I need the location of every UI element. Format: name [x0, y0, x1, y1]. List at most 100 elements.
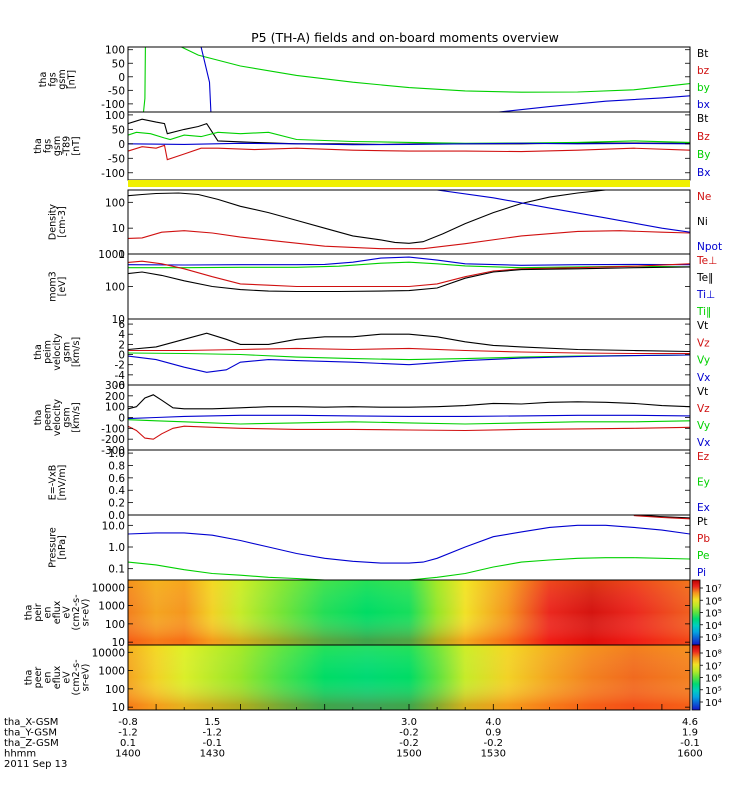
y-axis-label: en [43, 672, 54, 684]
y-tick-label: 1000 [98, 666, 125, 678]
series-density-npot-line [437, 190, 690, 233]
ephemeris-value: 1530 [481, 749, 506, 760]
legend-item: Te⊥ [696, 255, 717, 267]
y-tick-label: -50 [108, 85, 125, 97]
ephemeris-value: 0.9 [485, 728, 501, 739]
y-axis-label: Pressure [47, 527, 58, 568]
y-axis-label: gsm [62, 342, 73, 362]
y-tick-label: 10000 [92, 647, 125, 659]
y-tick-label: 50 [112, 124, 125, 136]
legend-item: By [697, 149, 710, 161]
legend-item: Vx [697, 372, 710, 384]
series-group-peim_vel [128, 332, 690, 373]
panel-efield: 1.00.80.60.40.20.0 E=-VxB[mV/m] Ez Ey Ex [47, 448, 710, 522]
y-axis-label: [nPa] [57, 535, 68, 560]
y-tick-label: -4 [115, 370, 126, 382]
y-axis-label: [mV/m] [57, 465, 68, 501]
y-tick-label: -2 [115, 360, 125, 372]
ephemeris-row-label: tha_X-GSM [4, 717, 58, 728]
series-peim_vel-vt-line [128, 332, 690, 353]
series-fgs_tsy-bz-line [128, 144, 690, 161]
y-tick-label: 0.2 [108, 498, 125, 510]
ephemeris-value: 4.6 [682, 717, 698, 728]
y-axis-label: eflux [52, 600, 63, 624]
y-tick-label: 100 [105, 402, 125, 414]
colorbar-label: 10³ [705, 633, 722, 644]
ephemeris-value: 1500 [396, 749, 421, 760]
series-fgs_tsy-by-line [128, 131, 690, 144]
y-tick-label: 1.0 [108, 542, 125, 554]
y-tick-label: 0 [118, 139, 125, 151]
panel-frame [127, 189, 691, 255]
series-pressure-pe-line [128, 557, 690, 580]
y-tick-label: -200 [101, 434, 125, 446]
panel-frame [127, 111, 691, 181]
series-peem_vel-vy-line [128, 419, 690, 425]
y-axis-label: gsm [52, 136, 63, 156]
y-tick-label: 200 [105, 391, 125, 403]
ephemeris-value: -0.2 [399, 728, 419, 739]
legend-item: Ni [697, 216, 708, 228]
series-peim_vel-vx-line [128, 354, 690, 373]
y-tick-label: 100 [105, 619, 125, 631]
y-tick-label: 0.6 [108, 473, 125, 485]
ephemeris-value: -1.2 [118, 728, 138, 739]
y-axis-label: sr-eV) [81, 664, 92, 692]
flag-band [128, 180, 690, 187]
legend-item: Bt [697, 113, 708, 125]
colorbar-label: 10⁴ [705, 698, 722, 709]
y-axis-label: tha [38, 72, 49, 88]
y-axis-label: tha [33, 344, 44, 360]
series-group-mom_temp [128, 256, 690, 293]
y-axis-label: peer [33, 667, 44, 689]
panel-pressure: 10.0 1.0 0.1 Pressure[nPa] Pt Pb Pe Pi [47, 514, 710, 581]
y-tick-label: 50 [112, 58, 125, 70]
panel-density: 100 10 1 Density[cm-3] Ne Ni Npot [47, 180, 722, 261]
ephemeris-value: 1600 [677, 749, 702, 760]
date-label: 2011 Sep 13 [4, 759, 67, 770]
y-tick-label: 0.0 [108, 510, 125, 522]
y-axis-label: [eV] [57, 277, 68, 297]
panel-frame [127, 449, 691, 516]
y-tick-label: 0 [118, 350, 125, 362]
y-tick-label: 10 [112, 314, 125, 326]
y-axis-label: [cm-3] [57, 206, 68, 237]
y-tick-label: -100 [101, 99, 125, 111]
ephemeris-value: 1430 [200, 749, 225, 760]
series-fgs-bx-line [200, 47, 212, 112]
y-tick-label: 0.8 [108, 460, 125, 472]
y-tick-label: 0.1 [108, 564, 125, 576]
colorbar-label: 10⁵ [705, 609, 722, 620]
ephemeris-row-label: tha_Y-GSM [4, 728, 57, 739]
y-tick-label: 10 [112, 223, 125, 235]
y-tick-label: 0 [118, 413, 125, 425]
y-tick-label: 0.4 [108, 485, 125, 497]
ephemeris-row-label: hhmm [4, 749, 36, 760]
ephemeris-value: -0.2 [399, 738, 419, 749]
legend-item: Ey [697, 477, 710, 489]
legend-item: Ti⊥ [696, 289, 715, 301]
y-tick-label: 10000 [92, 582, 125, 594]
y-axis-label: [km/s] [71, 402, 82, 432]
panel-mom_temp: 1000 100 10 mom3[eV] Te⊥ Te‖ Ti⊥ Ti‖ [47, 249, 717, 326]
y-tick-label: -300 [101, 445, 125, 457]
y-tick-label: 6 [118, 319, 125, 331]
y-tick-label: 100 [105, 197, 125, 209]
y-tick-label: 1000 [98, 601, 125, 613]
colorbar-peer_spec [691, 644, 701, 711]
y-axis-label: tha [33, 138, 44, 154]
ephemeris-value: 0.1 [120, 738, 136, 749]
y-tick-label: 100 [105, 110, 125, 122]
series-mom_temp-ti-line [128, 256, 690, 266]
ephemeris-value: 1.9 [682, 728, 698, 739]
legend-item: by [697, 82, 710, 94]
y-tick-label: 1000 [98, 249, 125, 261]
y-axis-label: tha [24, 605, 35, 621]
legend-item: Te‖ [696, 272, 713, 284]
y-axis-label: mom3 [47, 271, 58, 301]
series-group-fgs_tsy [128, 118, 690, 161]
legend-item: Vz [697, 403, 710, 415]
legend-item: Vt [697, 320, 708, 332]
